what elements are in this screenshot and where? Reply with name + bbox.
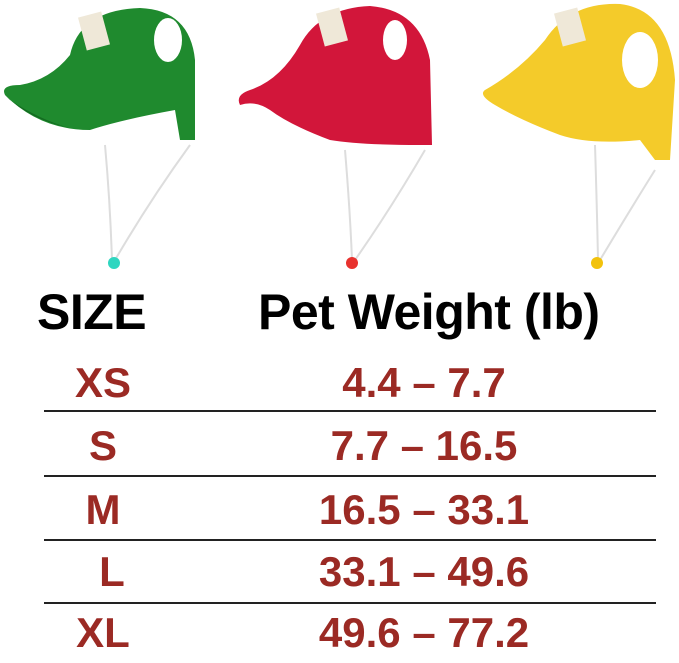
weight-cell: 49.6 – 77.2 xyxy=(318,609,530,656)
size-cell: S xyxy=(88,422,118,469)
row-divider xyxy=(44,410,656,412)
size-cell: XL xyxy=(76,609,130,656)
product-caps-image xyxy=(4,3,675,269)
size-cell: XS xyxy=(74,359,132,406)
weight-cell: 33.1 – 49.6 xyxy=(318,548,530,595)
green-cap xyxy=(4,8,195,269)
table-row: S 7.7 – 16.5 xyxy=(0,416,679,476)
weight-cell: 4.4 – 7.7 xyxy=(342,359,506,406)
size-cell: L xyxy=(99,548,125,595)
table-row: M 16.5 – 33.1 xyxy=(0,480,679,540)
size-header: SIZE xyxy=(37,284,147,340)
table-row: XS 4.4 – 7.7 xyxy=(0,353,679,413)
weight-cell: 7.7 – 16.5 xyxy=(330,422,518,469)
row-divider xyxy=(44,475,656,477)
red-cap xyxy=(238,6,432,269)
table-row: XL 49.6 – 77.2 xyxy=(0,603,679,663)
yellow-cap xyxy=(482,3,675,269)
weight-cell: 16.5 – 33.1 xyxy=(318,486,530,533)
row-divider xyxy=(44,602,656,604)
row-divider xyxy=(44,539,656,541)
table-row: L 33.1 – 49.6 xyxy=(0,542,679,602)
size-cell: M xyxy=(85,486,121,533)
weight-header: Pet Weight (lb) xyxy=(258,284,600,340)
